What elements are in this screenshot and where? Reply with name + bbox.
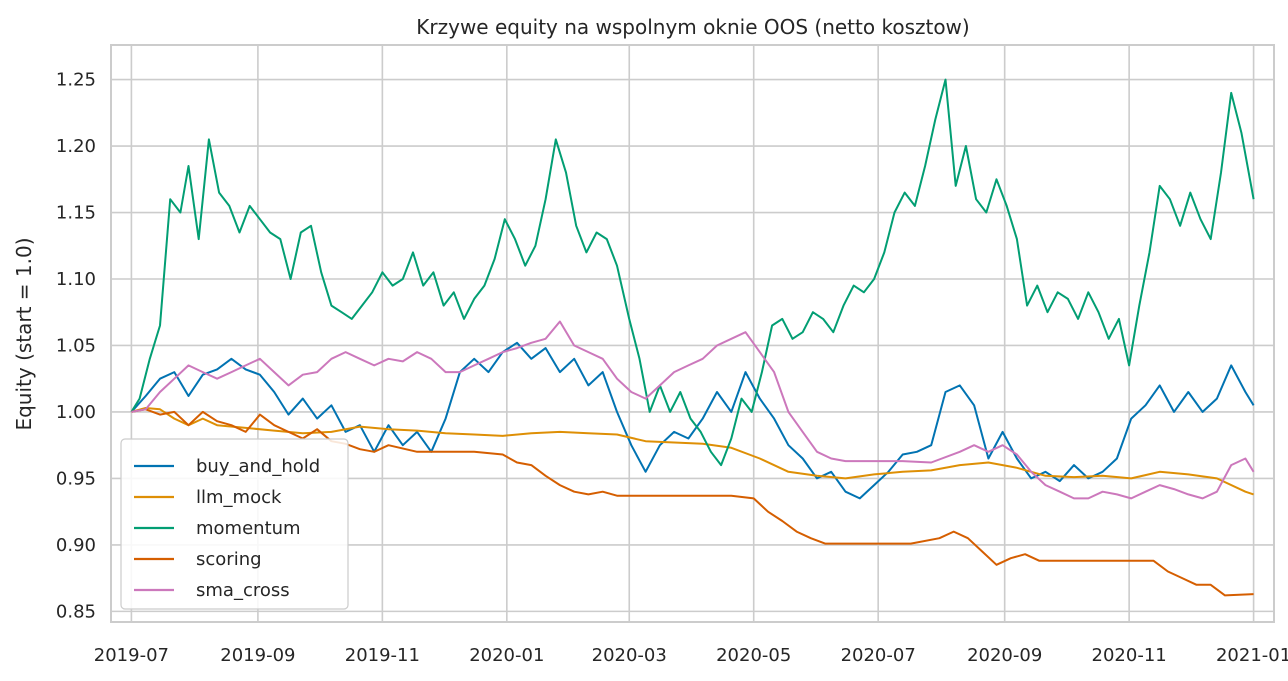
x-tick-label: 2020-03 xyxy=(592,645,667,666)
y-tick-label: 1.10 xyxy=(56,269,96,290)
x-tick-label: 2020-09 xyxy=(967,645,1042,666)
plot-frame xyxy=(110,44,1275,623)
series-line-scoring xyxy=(131,408,1254,597)
y-tick-label: 1.05 xyxy=(56,335,96,356)
series-lines xyxy=(130,78,1255,597)
y-tick-label: 1.15 xyxy=(56,203,96,224)
legend-box xyxy=(120,438,349,610)
x-tick-label: 2020-07 xyxy=(841,645,916,666)
legend-label: momentum xyxy=(196,518,301,539)
chart-title: Krzywe equity na wspolnym oknie OOS (net… xyxy=(416,15,969,39)
y-tick-label: 0.95 xyxy=(56,468,96,489)
y-tick-label: 0.90 xyxy=(56,535,96,556)
series-line-llm-mock xyxy=(131,407,1254,496)
legend-label: llm_mock xyxy=(196,487,282,508)
y-axis-ticks: 0.85 0.90 0.95 1.00 1.05 1.10 1.15 1.20 1.25 xyxy=(56,70,96,623)
x-tick-label: 2021-01 xyxy=(1216,645,1288,666)
legend-label: scoring xyxy=(196,549,262,570)
series-line-buy-and-hold xyxy=(130,341,1255,500)
x-tick-label: 2020-11 xyxy=(1092,645,1167,666)
legend-label: buy_and_hold xyxy=(196,456,320,477)
x-tick-label: 2020-05 xyxy=(716,645,791,666)
x-tick-label: 2019-07 xyxy=(94,645,169,666)
y-tick-label: 1.25 xyxy=(56,70,96,91)
series-line-momentum xyxy=(130,78,1255,467)
x-axis-ticks: 2019-07 2019-09 2019-11 2020-01 2020-03 2020-… xyxy=(94,645,1288,666)
x-tick-label: 2019-09 xyxy=(220,645,295,666)
y-tick-label: 1.20 xyxy=(56,136,96,157)
y-axis-label: Equity (start = 1.0) xyxy=(12,237,36,430)
y-tick-label: 1.00 xyxy=(56,402,96,423)
legend: buy_and_hold llm_mock momentum scoring sma_c… xyxy=(120,438,349,610)
x-tick-label: 2020-01 xyxy=(469,645,544,666)
y-tick-label: 0.85 xyxy=(56,601,96,622)
series-line-sma-cross xyxy=(131,320,1255,500)
legend-label: sma_cross xyxy=(196,580,290,601)
x-tick-label: 2019-11 xyxy=(345,645,420,666)
